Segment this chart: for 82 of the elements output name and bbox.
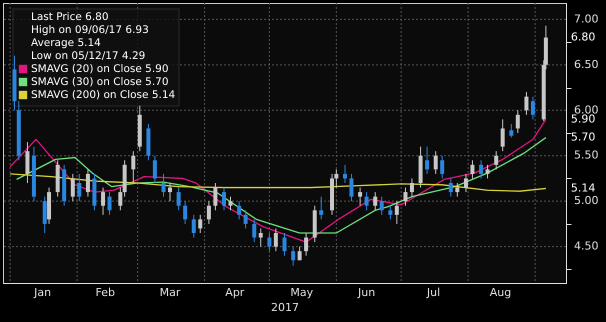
candlestick — [388, 205, 392, 220]
legend-label: SMAVG (30) on Close 5.70 — [31, 76, 169, 88]
legend-label: SMAVG (20) on Close 5.90 — [31, 63, 169, 75]
annotation: Last Price 6.80 — [31, 11, 109, 23]
line-series — [16, 136, 547, 234]
candlestick — [244, 210, 248, 229]
candlestick — [516, 110, 520, 134]
candlestick — [440, 155, 444, 179]
candlestick — [237, 200, 242, 220]
candlestick — [282, 232, 286, 256]
candlestick — [213, 182, 218, 211]
candlestick — [358, 187, 362, 206]
candlestick — [334, 168, 338, 188]
x-tick-label: Jul — [426, 286, 440, 299]
candlestick — [291, 246, 296, 266]
candlestick — [222, 187, 226, 211]
x-tick-label: Jan — [33, 286, 52, 299]
x-tick-label: Mar — [160, 286, 181, 299]
candlestick — [364, 192, 369, 211]
candlestick — [455, 182, 460, 198]
candlestick — [319, 196, 324, 220]
candlestick — [183, 200, 188, 224]
y-tick-label: 5.50 — [574, 148, 598, 162]
candlestick — [77, 173, 82, 202]
annotation: 5.70 — [570, 130, 596, 144]
candlestick — [192, 214, 196, 238]
candlestick — [349, 173, 354, 202]
annotation: Low on 05/12/17 4.29 — [31, 50, 146, 62]
y-tick-label: 4.50 — [574, 240, 598, 253]
candlestick — [70, 173, 75, 202]
candlestick — [228, 196, 232, 211]
candlestick — [168, 182, 172, 202]
candlestick — [530, 96, 535, 120]
candlestick — [25, 142, 30, 184]
annotation: Average 5.14 — [31, 37, 102, 49]
candlestick — [267, 232, 272, 252]
candlestick — [380, 196, 384, 216]
candlestick — [86, 168, 90, 198]
candlestick — [108, 192, 112, 216]
candlestick — [162, 173, 166, 198]
candlestick — [494, 150, 498, 170]
x-tick-label: Apr — [225, 286, 245, 299]
candlestick — [524, 92, 528, 116]
candlestick — [131, 150, 136, 184]
y-tick-label: 7.00 — [574, 12, 598, 26]
line-series — [10, 173, 547, 192]
candlestick — [342, 164, 347, 184]
candlestick — [42, 196, 47, 234]
candlestick — [176, 187, 181, 211]
candlestick — [500, 118, 505, 152]
candlestick — [479, 160, 484, 179]
x-axis-title: 2017 — [271, 301, 299, 314]
candlestick — [425, 146, 430, 174]
x-tick-label: May — [290, 286, 314, 299]
candlestick — [206, 200, 211, 224]
annotation: High on 09/06/17 6.93 — [31, 24, 149, 36]
candlestick — [410, 178, 414, 198]
legend-label: SMAVG (200) on Close 5.14 — [31, 89, 176, 101]
x-tick-label: Jun — [356, 286, 376, 299]
candlestick — [448, 178, 453, 198]
candlestick — [252, 218, 256, 243]
candlestick — [258, 228, 263, 248]
candlestick — [403, 187, 408, 206]
x-tick-label: Aug — [490, 286, 512, 299]
x-tick-label: Feb — [95, 286, 115, 299]
candlestick — [274, 228, 278, 252]
candlestick — [486, 164, 490, 179]
candlestick — [298, 246, 302, 261]
candlestick — [373, 192, 378, 211]
candlestick — [464, 173, 468, 193]
candlestick — [304, 232, 308, 256]
candlestick — [470, 160, 474, 179]
candlestick — [152, 155, 157, 184]
candlestick — [434, 150, 438, 174]
candlestick — [394, 200, 399, 224]
candlestick — [509, 123, 514, 138]
annotation: 6.80 — [570, 30, 596, 44]
candlestick — [101, 187, 106, 216]
y-tick-label: 6.50 — [574, 58, 598, 71]
annotation: 5.14 — [570, 181, 596, 194]
y-tick-label: 5.00 — [574, 194, 598, 208]
candlestick — [198, 214, 202, 234]
